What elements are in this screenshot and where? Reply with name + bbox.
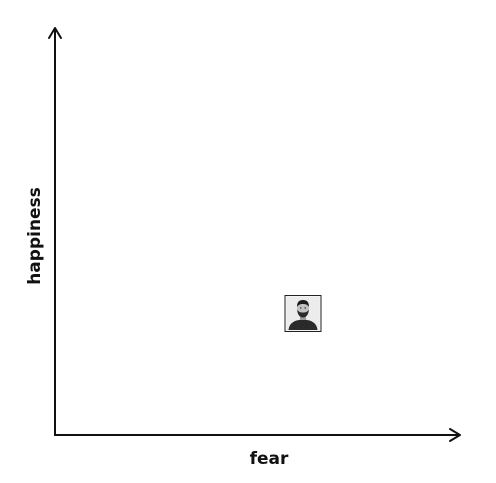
hair-shape: [297, 300, 309, 307]
person-icon: [288, 300, 318, 330]
beard-shape: [297, 309, 309, 318]
shirt-shape: [288, 319, 318, 330]
x-axis-label: fear: [250, 449, 289, 469]
points-layer: [284, 295, 322, 332]
y-axis-label: happiness: [25, 187, 45, 285]
x-axis: [54, 428, 461, 442]
eye-right: [304, 307, 306, 309]
y-axis-arrowhead: [48, 27, 62, 39]
y-axis: [48, 27, 62, 436]
eye-left: [300, 307, 302, 309]
x-axis-arrowhead: [449, 428, 461, 442]
data-point: [284, 295, 322, 332]
